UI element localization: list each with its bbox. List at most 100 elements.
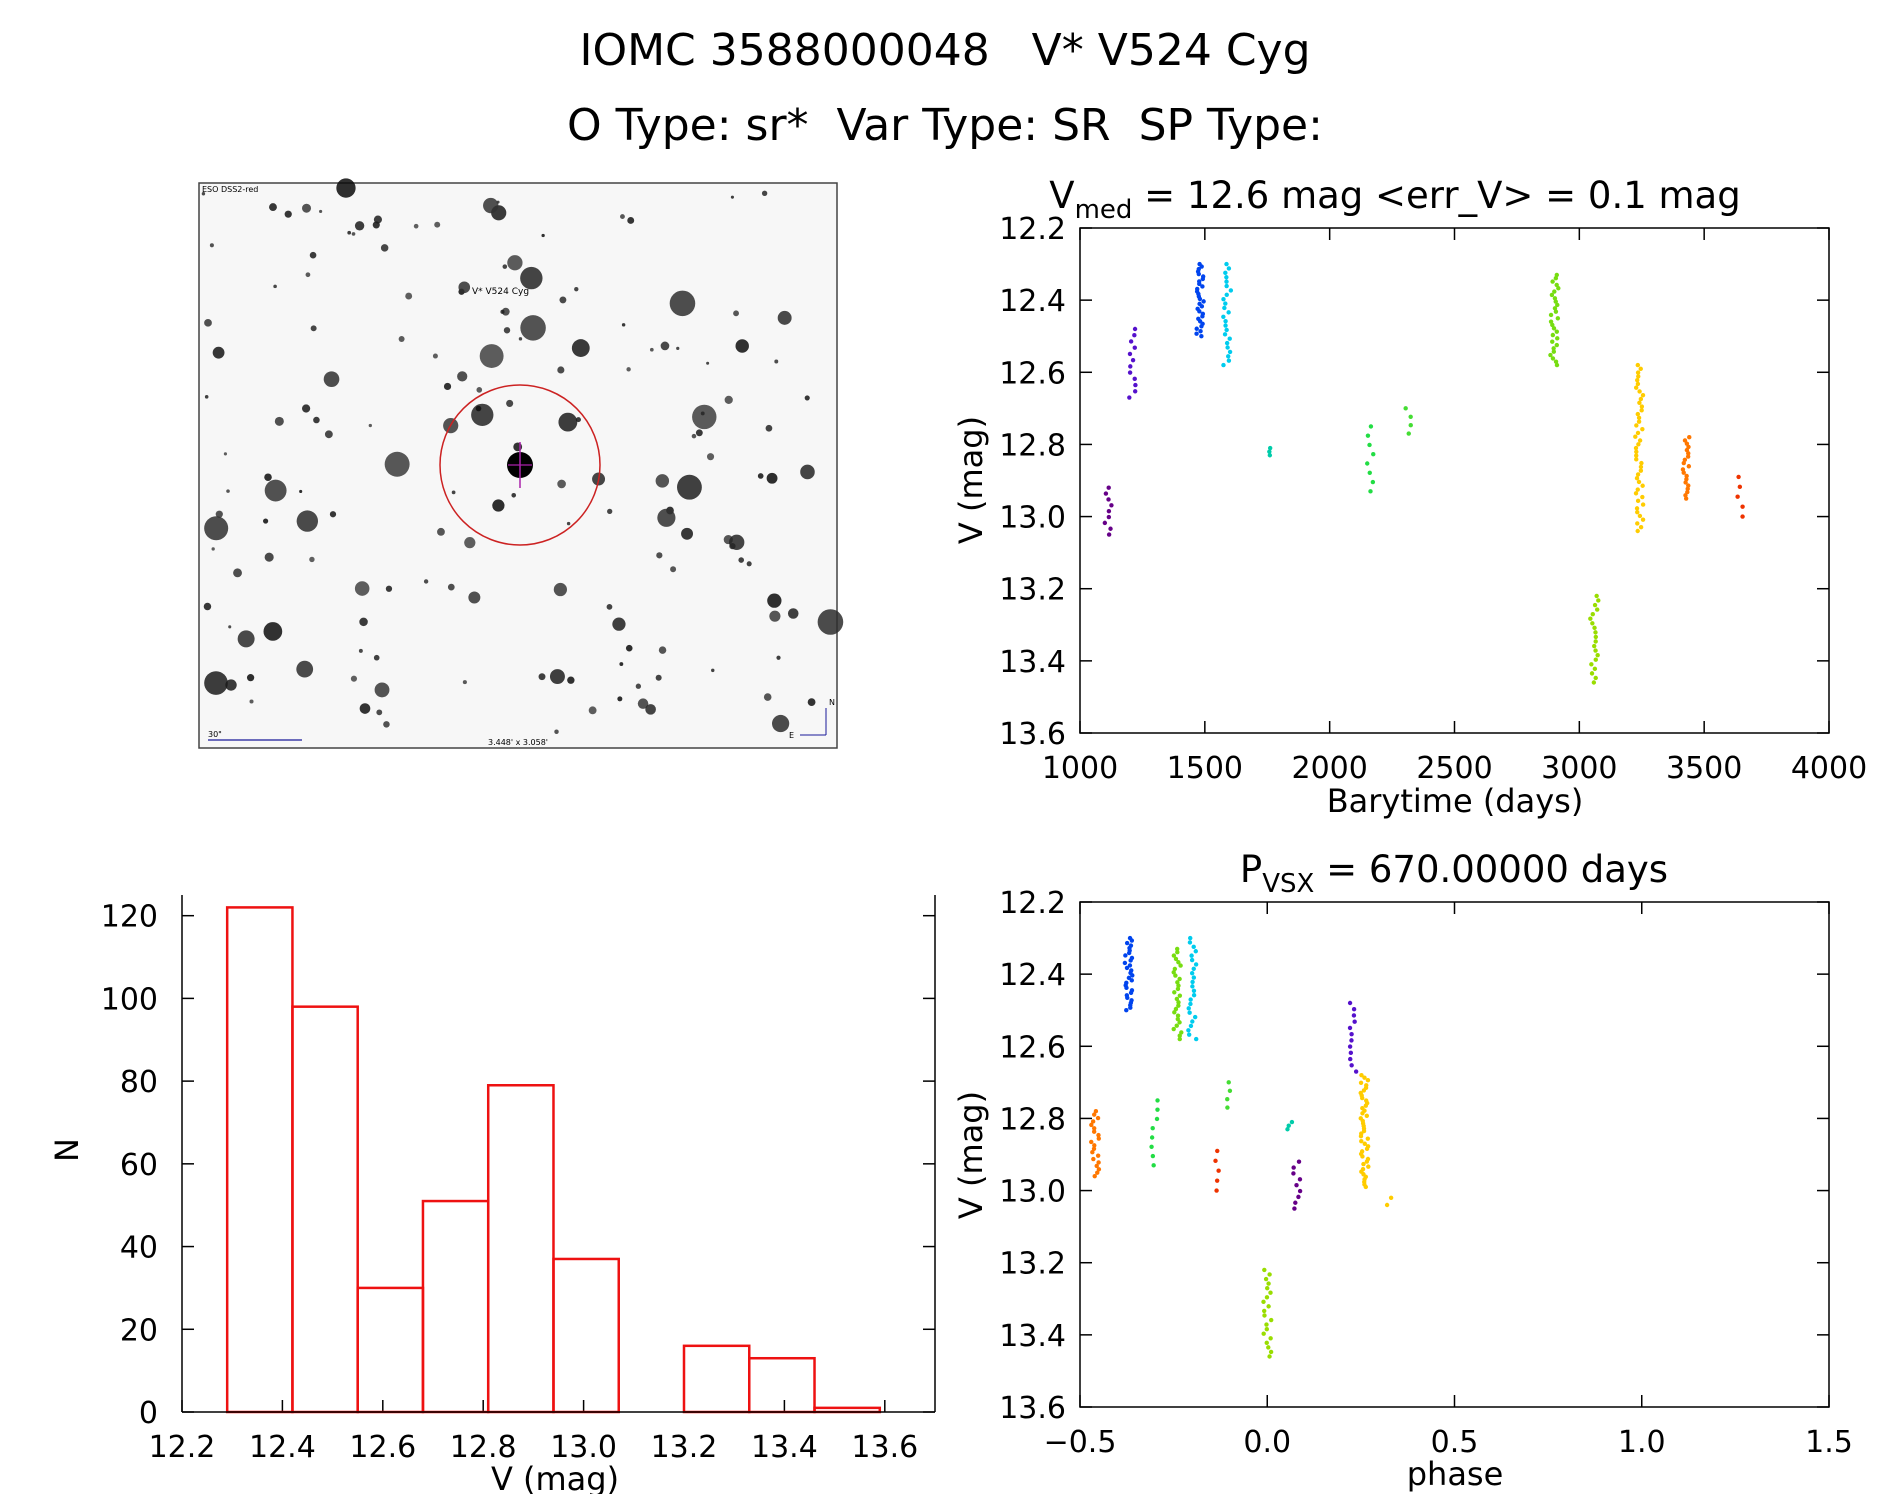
phase-curve-point <box>1095 1153 1101 1158</box>
phase-curve-point <box>1191 944 1196 950</box>
light-curve-point <box>1221 362 1226 368</box>
phase-curve-chart: PVSX = 670.00000 days −0.5 0.0 0.5 1.0 1.5 12… <box>952 848 1853 1493</box>
phase-curve-point <box>1171 1026 1176 1032</box>
star <box>302 404 311 413</box>
phase-curve-point <box>1296 1194 1301 1200</box>
star <box>284 210 292 218</box>
phase-curve-point <box>1175 1013 1181 1018</box>
star <box>645 704 656 715</box>
phase-curve-point <box>1263 1276 1269 1282</box>
phase-curve-point <box>1090 1119 1096 1124</box>
phase-curve-point <box>1190 979 1195 985</box>
light-curve-point <box>1556 286 1561 291</box>
histogram-ytick-label: 40 <box>120 1231 158 1266</box>
phase-curve-point <box>1177 1036 1182 1042</box>
phase-curve-point <box>1175 950 1180 955</box>
phase-curve-points <box>1089 935 1394 1359</box>
phase-curve-point <box>1216 1168 1221 1173</box>
star <box>434 221 441 228</box>
star <box>319 209 323 214</box>
phase-curve-point <box>1292 1206 1297 1211</box>
phase-curve-frame <box>1079 901 1830 1408</box>
phase-curve-point <box>1268 1349 1274 1355</box>
light-curve-point <box>1637 513 1643 519</box>
phase-curve-point <box>1361 1088 1367 1093</box>
phase-curve-point <box>1089 1122 1094 1128</box>
light-curve-point <box>1637 438 1643 443</box>
light-curve-point <box>1365 461 1370 466</box>
star <box>380 244 389 252</box>
page-title: IOMC 3588000048 V* V524 Cyg <box>579 25 1310 76</box>
star <box>468 591 481 604</box>
phase-curve-point <box>1172 990 1177 995</box>
phase-curve-point <box>1092 1143 1097 1148</box>
star <box>225 679 237 691</box>
light-curve-point <box>1127 351 1133 357</box>
phase-curve-point <box>1155 1098 1160 1103</box>
star <box>676 346 680 351</box>
star <box>817 609 844 635</box>
light-curve-point <box>1633 434 1638 439</box>
phase-curve-point <box>1175 986 1181 992</box>
star <box>681 527 693 540</box>
star <box>350 675 358 682</box>
phase-curve-point <box>1226 1080 1231 1085</box>
phase-curve-point <box>1193 962 1199 967</box>
light-curve-point <box>1551 349 1557 354</box>
star <box>204 318 212 327</box>
light-curve-point <box>1590 611 1595 617</box>
light-curve-point <box>1226 310 1231 315</box>
star <box>763 693 772 701</box>
star <box>432 353 438 359</box>
star <box>625 644 633 652</box>
star <box>557 366 565 374</box>
phase-curve-point <box>1297 1188 1303 1194</box>
light-curve-point <box>1223 323 1228 328</box>
star <box>336 178 356 198</box>
light-curve-title-symbol: V <box>1049 174 1074 217</box>
star <box>557 479 566 489</box>
phase-curve-point <box>1123 953 1128 958</box>
star <box>233 568 242 578</box>
phase-curve-point <box>1129 978 1134 983</box>
light-curve-point <box>1408 422 1413 428</box>
histogram-bar <box>356 1286 425 1414</box>
light-curve-point <box>1222 332 1228 337</box>
light-curve-point <box>1683 480 1688 485</box>
star <box>204 671 228 695</box>
compass-north: N <box>829 698 835 707</box>
light-curve-point <box>1103 491 1109 496</box>
histogram-xtick-label: 13.2 <box>651 1430 718 1465</box>
phase-curve-point <box>1348 1050 1354 1056</box>
light-curve-ytick-label: 13.4 <box>999 645 1066 680</box>
star <box>458 281 471 294</box>
light-curve-point <box>1634 423 1639 428</box>
light-curve-point <box>1367 470 1372 475</box>
light-curve-point <box>1227 349 1233 355</box>
light-curve-point <box>1683 496 1689 501</box>
star <box>359 617 368 627</box>
light-curve-point <box>1637 389 1642 394</box>
light-curve-point <box>1224 275 1229 280</box>
histogram-xtick-label: 12.8 <box>450 1430 517 1465</box>
star <box>506 399 514 407</box>
phase-curve-point <box>1358 1080 1364 1085</box>
phase-curve-point <box>1177 993 1183 998</box>
phase-curve-ytick-label: 13.4 <box>999 1319 1066 1354</box>
phase-curve-point <box>1191 975 1197 980</box>
light-curve-point <box>1640 483 1645 488</box>
phase-curve-point <box>1154 1116 1160 1122</box>
star <box>443 382 452 391</box>
light-curve-point <box>1635 487 1640 492</box>
light-curve-frame <box>1079 227 1830 734</box>
phase-curve-ytick-label: 12.8 <box>999 1102 1066 1137</box>
star <box>567 676 575 684</box>
light-curve-point <box>1549 292 1555 298</box>
light-curve-point <box>1548 319 1554 324</box>
phase-curve-point <box>1225 1105 1230 1110</box>
light-curve-point <box>1640 517 1646 522</box>
phase-curve-point <box>1126 950 1132 956</box>
phase-curve-point <box>1268 1336 1273 1341</box>
light-curve-point <box>1639 408 1644 413</box>
star <box>492 499 505 512</box>
